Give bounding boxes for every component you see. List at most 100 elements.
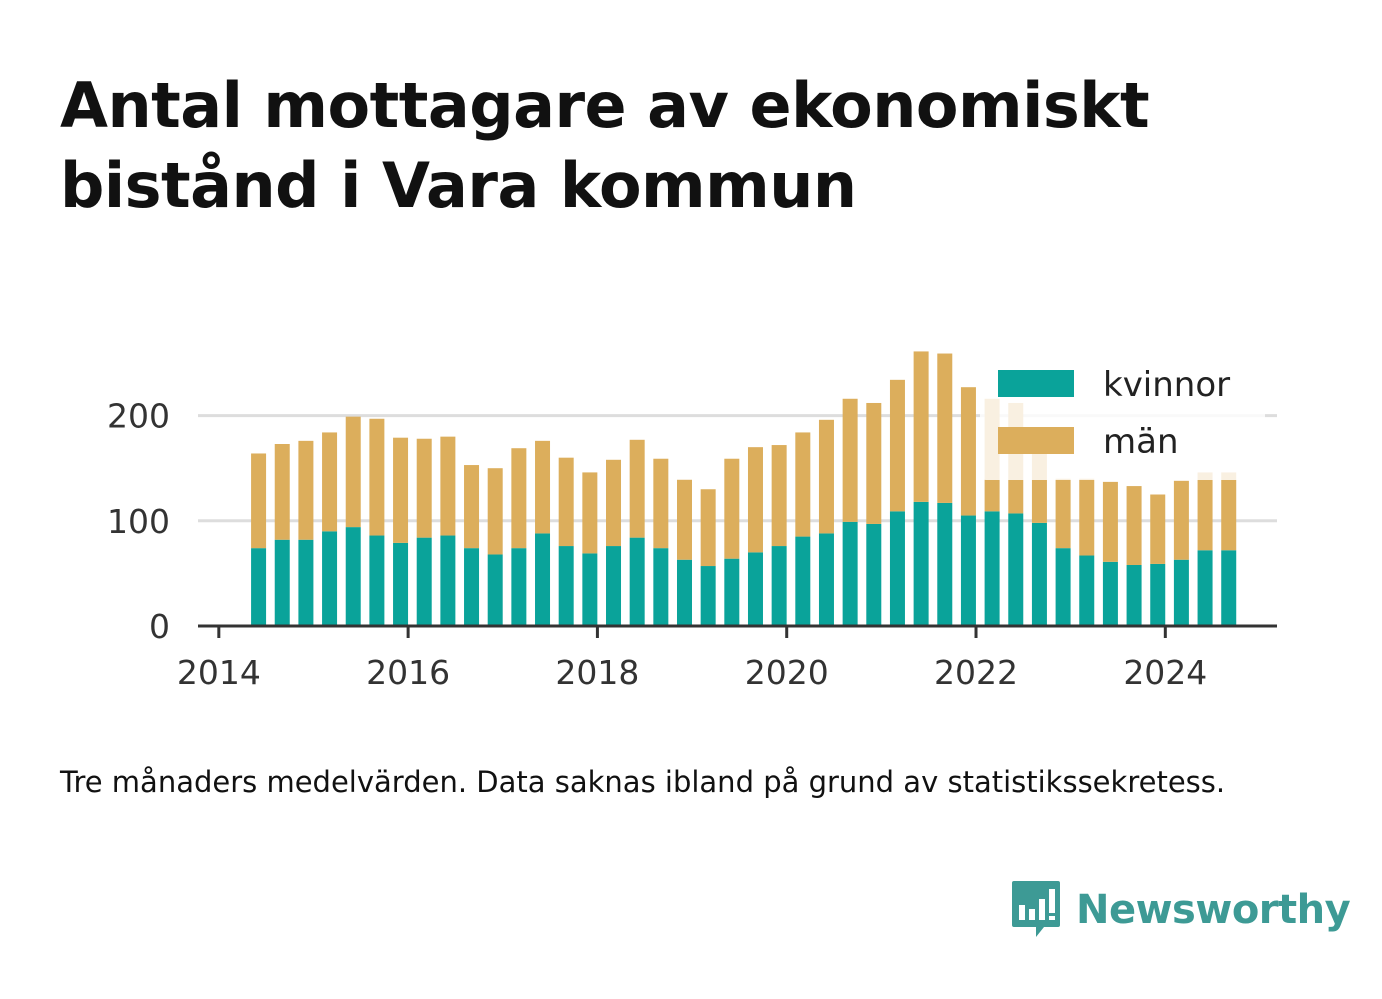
bar-man bbox=[1150, 494, 1166, 564]
x-tick-label: 2020 bbox=[745, 653, 829, 692]
bar-man bbox=[1055, 478, 1071, 549]
bar-kvinnor bbox=[653, 548, 669, 626]
bar-kvinnor bbox=[889, 511, 905, 626]
bar-man bbox=[1173, 480, 1189, 560]
bar-man bbox=[937, 353, 953, 503]
bar-kvinnor bbox=[1008, 513, 1024, 626]
bar-kvinnor bbox=[1126, 564, 1142, 626]
bar-kvinnor bbox=[1221, 550, 1237, 626]
bar-man bbox=[629, 439, 645, 538]
bar-man bbox=[251, 453, 267, 549]
y-axis-ticks: 0 100 200 bbox=[107, 397, 170, 646]
bar-man bbox=[416, 438, 432, 538]
bars bbox=[251, 351, 1237, 626]
bar-man bbox=[369, 418, 385, 536]
bar-man bbox=[1102, 481, 1118, 562]
bar-kvinnor bbox=[1079, 555, 1095, 626]
y-tick-label: 0 bbox=[149, 607, 170, 646]
bar-kvinnor bbox=[369, 535, 385, 626]
bar-man bbox=[582, 472, 598, 554]
bar-kvinnor bbox=[251, 548, 267, 626]
bar-man bbox=[724, 458, 740, 559]
legend-label-kvinnor: kvinnor bbox=[1103, 365, 1230, 405]
bar-man bbox=[913, 351, 929, 502]
y-tick-label: 200 bbox=[107, 397, 170, 436]
x-tick-label: 2014 bbox=[177, 653, 261, 692]
bar-man bbox=[464, 465, 480, 549]
legend-swatch-kvinnor bbox=[998, 370, 1074, 397]
brand-name: Newsworthy bbox=[1076, 887, 1351, 933]
bar-kvinnor bbox=[393, 542, 409, 626]
bar-kvinnor bbox=[274, 539, 290, 626]
bar-kvinnor bbox=[1055, 548, 1071, 626]
bar-kvinnor bbox=[322, 531, 338, 626]
bar-man bbox=[322, 432, 338, 532]
bar-kvinnor bbox=[345, 527, 361, 626]
bar-man bbox=[558, 457, 574, 547]
x-tick-label: 2022 bbox=[934, 653, 1018, 692]
brand-logo: Newsworthy bbox=[1010, 878, 1351, 942]
bar-kvinnor bbox=[771, 546, 787, 626]
bar-man bbox=[1126, 486, 1142, 565]
x-tick-label: 2024 bbox=[1123, 653, 1207, 692]
bar-man bbox=[747, 447, 763, 553]
bar-man bbox=[653, 458, 669, 549]
chart-title: Antal mottagare av ekonomiskt bistånd i … bbox=[60, 69, 1150, 222]
bar-kvinnor bbox=[724, 558, 740, 626]
bar-kvinnor bbox=[535, 533, 551, 626]
x-tick-label: 2016 bbox=[366, 653, 450, 692]
bar-kvinnor bbox=[1150, 563, 1166, 626]
bar-man bbox=[842, 398, 858, 522]
bar-man bbox=[274, 444, 290, 540]
bar-kvinnor bbox=[511, 548, 527, 626]
bar-kvinnor bbox=[818, 533, 834, 626]
bar-kvinnor bbox=[960, 515, 976, 626]
bar-man bbox=[345, 416, 361, 528]
bar-kvinnor bbox=[795, 536, 811, 626]
bar-man bbox=[393, 437, 409, 543]
bar-kvinnor bbox=[464, 548, 480, 626]
bar-kvinnor bbox=[866, 523, 882, 626]
newsworthy-bar-chart-icon bbox=[1012, 881, 1060, 937]
bar-man bbox=[1079, 478, 1095, 556]
bar-kvinnor bbox=[913, 501, 929, 626]
bar-man bbox=[866, 402, 882, 524]
bar-man bbox=[298, 440, 314, 540]
bar-kvinnor bbox=[629, 537, 645, 626]
bar-kvinnor bbox=[1173, 559, 1189, 626]
bar-man bbox=[700, 489, 716, 567]
bar-man bbox=[1197, 472, 1213, 551]
bar-kvinnor bbox=[1102, 561, 1118, 626]
legend: kvinnor män bbox=[980, 356, 1265, 480]
bar-man bbox=[960, 387, 976, 516]
bar-man bbox=[606, 459, 622, 547]
bar-man bbox=[1221, 472, 1237, 551]
bar-kvinnor bbox=[676, 559, 692, 626]
bar-man bbox=[535, 440, 551, 534]
bar-man bbox=[511, 448, 527, 549]
bar-kvinnor bbox=[984, 511, 1000, 626]
bar-man bbox=[676, 479, 692, 560]
legend-swatch-man bbox=[998, 427, 1074, 454]
y-tick-label: 100 bbox=[107, 502, 170, 541]
bar-kvinnor bbox=[487, 554, 503, 626]
bar-kvinnor bbox=[1031, 522, 1047, 626]
bar-kvinnor bbox=[298, 539, 314, 626]
bar-man bbox=[487, 468, 503, 555]
bar-man bbox=[440, 436, 456, 536]
bar-kvinnor bbox=[606, 546, 622, 626]
x-tick-label: 2018 bbox=[555, 653, 639, 692]
bar-kvinnor bbox=[842, 521, 858, 626]
bar-man bbox=[889, 379, 905, 512]
bar-kvinnor bbox=[1197, 550, 1213, 626]
bar-kvinnor bbox=[937, 502, 953, 626]
bar-man bbox=[818, 419, 834, 534]
bar-kvinnor bbox=[700, 566, 716, 626]
bar-man bbox=[795, 432, 811, 537]
legend-label-man: män bbox=[1103, 422, 1179, 462]
chart-caption: Tre månaders medelvärden. Data saknas ib… bbox=[60, 765, 1226, 799]
bar-kvinnor bbox=[747, 552, 763, 626]
bar-man bbox=[771, 445, 787, 547]
bar-kvinnor bbox=[440, 535, 456, 626]
